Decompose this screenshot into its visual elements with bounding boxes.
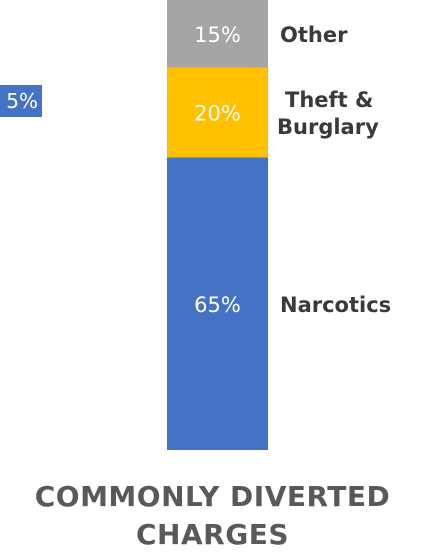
category-label-line: Theft &: [285, 88, 373, 112]
segment-labels: 65% 20% 15%: [194, 23, 241, 317]
category-label-theft-burglary: Theft & Burglary: [277, 88, 379, 139]
category-label-line: Burglary: [277, 115, 379, 139]
category-label-line: Other: [280, 23, 348, 47]
category-label-line: Narcotics: [280, 293, 391, 317]
bar-segments: [167, 0, 268, 450]
category-label-narcotics: Narcotics: [280, 293, 391, 317]
chart-title-line-1: COMMONLY DIVERTED: [34, 480, 391, 513]
stacked-bar-chart: 65% 20% 15% Narcotics Theft & Burglary Other: [167, 0, 391, 450]
bar-segment-theft-burglary: [167, 67, 268, 158]
data-label-other: 15%: [194, 23, 241, 47]
clipped-neighbor-bar-label: 5%: [0, 85, 42, 117]
data-label-narcotics: 65%: [194, 293, 241, 317]
chart-title: COMMONLY DIVERTED CHARGES: [0, 478, 425, 554]
bar-segment-other: [167, 0, 268, 68]
data-label-theft-burglary: 20%: [194, 102, 241, 126]
chart-title-line-2: CHARGES: [136, 518, 289, 551]
bar-segment-narcotics: [167, 157, 268, 450]
category-label-other: Other: [280, 23, 348, 47]
category-labels: Narcotics Theft & Burglary Other: [277, 23, 391, 317]
